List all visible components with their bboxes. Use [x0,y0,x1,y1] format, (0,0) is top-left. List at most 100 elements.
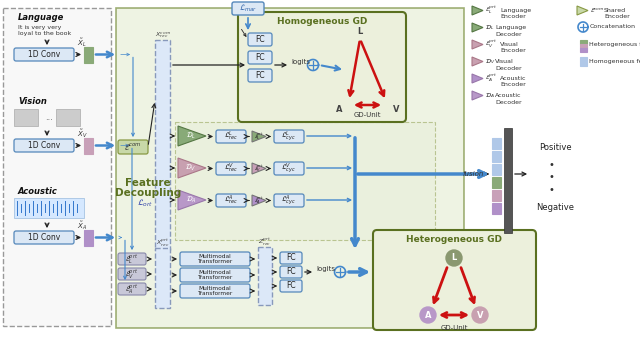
Text: $\mathcal{D}_L$: $\mathcal{D}_L$ [186,131,196,141]
Polygon shape [178,190,206,210]
Text: Multimodal
Transformer: Multimodal Transformer [197,285,232,297]
Text: $\mathcal{E}^{com}$: $\mathcal{E}^{com}$ [590,6,605,14]
Bar [155,248,170,308]
Bar [84,138,93,154]
FancyBboxPatch shape [180,284,250,298]
Text: $\mathcal{E}^{prt}_A$: $\mathcal{E}^{prt}_A$ [254,195,264,206]
Bar [175,122,435,240]
Text: Vision: Vision [18,97,47,106]
Text: Decoupling: Decoupling [115,188,181,198]
Bar [492,203,501,214]
Polygon shape [472,6,483,15]
Text: $\mathcal{D}_A$: $\mathcal{D}_A$ [485,91,495,100]
Text: Concatenation: Concatenation [590,25,636,30]
Text: $\mathcal{L}^L_{rec}$: $\mathcal{L}^L_{rec}$ [224,130,238,143]
Text: Language: Language [500,8,531,13]
Bar [504,128,512,233]
Bar [580,44,587,48]
Text: Decoder: Decoder [495,31,522,36]
Text: •: • [548,185,554,195]
Polygon shape [472,57,483,66]
FancyBboxPatch shape [14,139,74,152]
Text: $\mathcal{L}^A_{rec}$: $\mathcal{L}^A_{rec}$ [224,194,238,207]
FancyBboxPatch shape [118,140,148,154]
Text: $\mathcal{D}_A$: $\mathcal{D}_A$ [186,195,196,205]
Text: Encoder: Encoder [604,14,630,20]
Text: Encoder: Encoder [500,83,525,88]
Text: $\mathcal{L}_{mar}$: $\mathcal{L}_{mar}$ [239,3,257,14]
Text: 1D Conv: 1D Conv [28,233,60,242]
Polygon shape [472,40,483,49]
Text: L: L [357,27,363,35]
Bar [580,40,587,44]
Bar [580,48,587,52]
FancyBboxPatch shape [180,268,250,282]
Text: FC: FC [255,71,265,80]
Text: logits: logits [316,266,335,272]
FancyBboxPatch shape [280,252,302,264]
FancyBboxPatch shape [248,69,272,82]
Text: Multimodal
Transformer: Multimodal Transformer [197,254,232,265]
Text: Encoder: Encoder [500,14,525,20]
Bar [116,8,464,328]
Text: Multimodal
Transformer: Multimodal Transformer [197,270,232,280]
Text: Positive: Positive [539,144,572,153]
Text: fusion: fusion [463,171,484,177]
Polygon shape [178,158,206,178]
Text: Acoustic: Acoustic [18,186,58,195]
Text: FC: FC [255,35,265,44]
Text: Language: Language [495,25,526,30]
Polygon shape [472,91,483,100]
FancyBboxPatch shape [280,280,302,292]
Text: $X^{com}_{rec}$: $X^{com}_{rec}$ [155,30,171,40]
FancyBboxPatch shape [238,12,406,122]
Text: ...: ... [45,114,53,123]
Text: $\mathcal{E}^{prt}_V$: $\mathcal{E}^{prt}_V$ [254,163,264,174]
Text: FC: FC [286,268,296,276]
Text: A: A [425,310,431,319]
Polygon shape [252,131,266,142]
Text: $\tilde{X}_V$: $\tilde{X}_V$ [77,128,88,140]
FancyBboxPatch shape [14,231,74,244]
Bar [3,8,111,326]
Text: $\mathcal{E}^{prt}_V$: $\mathcal{E}^{prt}_V$ [485,39,497,50]
Text: $\mathcal{E}^{prt}_L$: $\mathcal{E}^{prt}_L$ [485,5,497,16]
Text: Acoustic: Acoustic [495,93,522,98]
Bar [56,109,80,126]
Text: $\mathcal{L}^L_{cyc}$: $\mathcal{L}^L_{cyc}$ [282,129,296,144]
Text: Shared: Shared [604,8,626,13]
Text: $\mathcal{D}_L$: $\mathcal{D}_L$ [485,23,494,32]
Polygon shape [472,74,483,83]
Circle shape [446,250,462,266]
Text: Homogeneous GD: Homogeneous GD [277,18,367,27]
FancyBboxPatch shape [232,2,264,15]
FancyBboxPatch shape [216,162,246,175]
Circle shape [420,307,436,323]
Text: $\mathcal{E}^{prt}_L$: $\mathcal{E}^{prt}_L$ [254,131,264,142]
Bar [492,190,501,201]
Text: $\tilde{X}_A$: $\tilde{X}_A$ [77,220,87,232]
Text: $\mathcal{E}^{prt}_L$: $\mathcal{E}^{prt}_L$ [125,252,139,266]
Bar [492,138,501,149]
Bar [14,109,38,126]
Text: $\mathcal{E}^{prt}_A$: $\mathcal{E}^{prt}_A$ [485,73,497,84]
Text: V: V [393,105,399,115]
Text: Encoder: Encoder [500,49,525,54]
Text: $\tilde{X}_L$: $\tilde{X}_L$ [77,37,87,49]
Polygon shape [577,6,588,15]
FancyBboxPatch shape [216,130,246,143]
Text: Homogeneous feature: Homogeneous feature [589,59,640,64]
Text: •: • [548,160,554,170]
Text: GD-Unit: GD-Unit [440,325,468,331]
FancyBboxPatch shape [248,33,272,46]
Text: Decoder: Decoder [495,99,522,104]
FancyBboxPatch shape [274,162,304,175]
Polygon shape [472,23,483,32]
Bar [14,198,84,218]
Text: Heterogeneous features: Heterogeneous features [589,42,640,47]
FancyBboxPatch shape [118,268,146,280]
Text: $\mathcal{D}_V$: $\mathcal{D}_V$ [186,163,196,173]
Text: Negative: Negative [536,203,574,212]
Polygon shape [252,195,266,206]
FancyBboxPatch shape [274,194,304,207]
